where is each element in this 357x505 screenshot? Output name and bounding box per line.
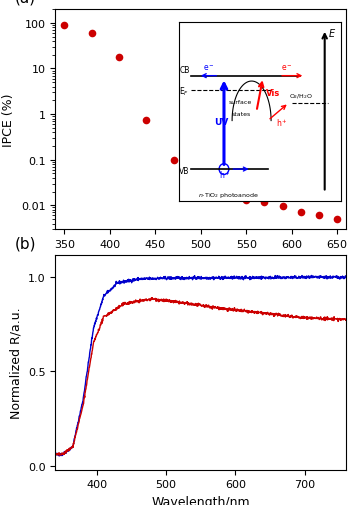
Text: surface: surface <box>229 99 252 105</box>
Point <box>207 180 213 188</box>
Text: (b): (b) <box>15 236 36 251</box>
Text: h$^+$: h$^+$ <box>219 169 231 181</box>
Text: VB: VB <box>179 166 190 175</box>
Point <box>262 198 267 207</box>
X-axis label: Wavelength/nm: Wavelength/nm <box>151 495 250 505</box>
Text: e$^-$: e$^-$ <box>281 64 293 73</box>
Point <box>61 22 67 30</box>
Point <box>225 184 231 192</box>
Point <box>171 157 176 165</box>
Point <box>298 209 304 217</box>
Point <box>144 117 149 125</box>
Text: $E$: $E$ <box>328 27 336 39</box>
Y-axis label: Normalized R/a.u.: Normalized R/a.u. <box>9 307 22 418</box>
Text: h$^+$: h$^+$ <box>276 117 288 129</box>
Point <box>189 168 195 176</box>
Point <box>280 203 286 211</box>
Point <box>335 216 340 224</box>
Y-axis label: IPCE (%): IPCE (%) <box>2 93 15 146</box>
Point <box>89 30 95 38</box>
Text: E$_F$: E$_F$ <box>179 85 189 98</box>
Text: $n$-TiO$_2$ photoanode: $n$-TiO$_2$ photoanode <box>198 190 259 199</box>
Point <box>316 212 322 220</box>
Text: CB: CB <box>179 66 190 75</box>
Point <box>116 54 122 62</box>
Circle shape <box>219 164 229 175</box>
Point <box>243 197 249 205</box>
Text: states: states <box>232 112 251 117</box>
Text: (a): (a) <box>15 0 36 6</box>
Text: UV: UV <box>214 118 228 127</box>
Text: e$^-$: e$^-$ <box>203 64 215 73</box>
Text: Vis: Vis <box>266 89 281 98</box>
X-axis label: Wavelength/nm: Wavelength/nm <box>151 255 250 268</box>
Text: O$_2$/H$_2$O: O$_2$/H$_2$O <box>289 92 313 101</box>
